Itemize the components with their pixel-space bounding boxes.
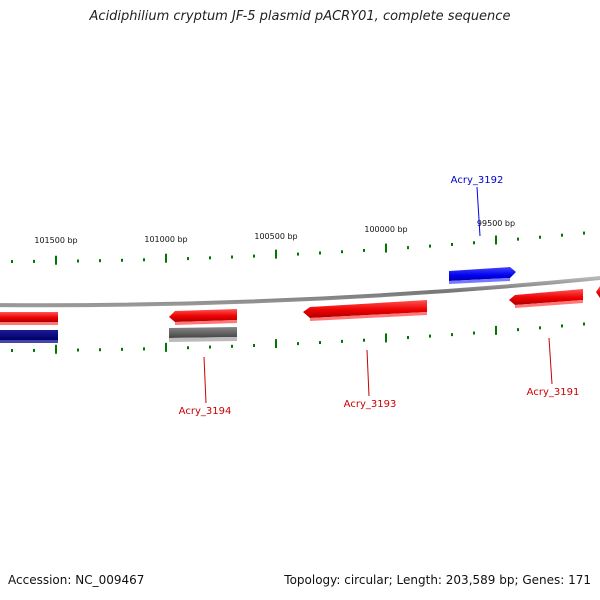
minor-tick <box>561 233 563 237</box>
minor-tick <box>539 326 541 330</box>
minor-tick <box>297 342 299 346</box>
minor-tick <box>121 258 123 262</box>
minor-tick <box>341 250 343 254</box>
minor-tick <box>561 324 563 328</box>
gene-label-acry-3192[interactable]: Acry_3192 <box>451 175 504 186</box>
minor-tick <box>517 328 519 332</box>
major-tick <box>55 255 57 265</box>
scale-label: 100500 bp <box>254 232 297 241</box>
minor-tick <box>363 338 365 342</box>
lower-tick-track <box>11 322 585 354</box>
minor-tick <box>253 343 255 347</box>
minor-tick <box>99 259 101 263</box>
minor-tick <box>451 333 453 337</box>
gene-label-acry-3194[interactable]: Acry_3194 <box>179 406 232 417</box>
major-tick <box>275 249 277 259</box>
minor-tick <box>407 336 409 340</box>
leader-line <box>548 337 553 385</box>
minor-tick <box>341 339 343 343</box>
minor-tick <box>187 257 189 261</box>
major-tick <box>495 325 497 335</box>
scale-label: 99500 bp <box>477 219 515 228</box>
minor-tick <box>33 348 35 352</box>
pseudo-gene-bar[interactable] <box>169 327 237 342</box>
gene-label-acry-3193[interactable]: Acry_3193 <box>344 399 397 410</box>
major-tick <box>165 342 167 352</box>
minor-tick <box>11 259 13 263</box>
minor-tick <box>583 231 585 235</box>
minor-tick <box>209 256 211 260</box>
major-tick <box>495 235 497 245</box>
gene-label-acry-3191[interactable]: Acry_3191 <box>527 387 580 398</box>
gene-acry-3192[interactable] <box>449 267 516 284</box>
major-tick <box>385 333 387 343</box>
scale-label: 101500 bp <box>34 236 77 245</box>
map-title: Acidiphilium cryptum JF-5 plasmid pACRY0… <box>89 9 511 24</box>
major-tick <box>385 243 387 253</box>
minor-tick <box>319 341 321 345</box>
minor-tick <box>297 252 299 256</box>
major-tick <box>165 253 167 263</box>
minor-tick <box>143 258 145 262</box>
minor-tick <box>143 347 145 351</box>
gene-acry-3193[interactable] <box>303 300 427 321</box>
minor-tick <box>429 334 431 338</box>
leader-line <box>476 186 481 237</box>
leader-line <box>366 349 370 397</box>
minor-tick <box>253 254 255 258</box>
topology-summary: Topology: circular; Length: 203,589 bp; … <box>284 573 591 587</box>
gene-left-navy[interactable] <box>0 330 58 343</box>
minor-tick <box>187 346 189 350</box>
gene-partial-right[interactable] <box>596 286 600 298</box>
minor-tick <box>11 348 13 352</box>
minor-tick <box>33 259 35 263</box>
minor-tick <box>99 348 101 352</box>
minor-tick <box>209 345 211 349</box>
minor-tick <box>77 259 79 263</box>
minor-tick <box>429 244 431 248</box>
minor-tick <box>451 242 453 246</box>
minor-tick <box>517 237 519 241</box>
minor-tick <box>407 246 409 250</box>
major-tick <box>55 344 57 354</box>
minor-tick <box>473 241 475 245</box>
major-tick <box>275 339 277 349</box>
accession-text: Accession: NC_009467 <box>8 573 145 587</box>
leader-line <box>203 356 207 404</box>
minor-tick <box>473 331 475 335</box>
minor-tick <box>583 322 585 326</box>
gene-left-red[interactable] <box>0 312 58 325</box>
upper-tick-track <box>11 231 585 265</box>
minor-tick <box>231 344 233 348</box>
minor-tick <box>363 248 365 252</box>
scale-label: 100000 bp <box>364 225 407 234</box>
minor-tick <box>121 347 123 351</box>
gene-acry-3191[interactable] <box>509 289 583 308</box>
genome-backbone <box>0 275 600 308</box>
minor-tick <box>231 255 233 259</box>
minor-tick <box>77 348 79 352</box>
minor-tick <box>539 235 541 239</box>
gene-acry-3194[interactable] <box>169 309 237 325</box>
scale-label: 101000 bp <box>144 235 187 244</box>
minor-tick <box>319 251 321 255</box>
